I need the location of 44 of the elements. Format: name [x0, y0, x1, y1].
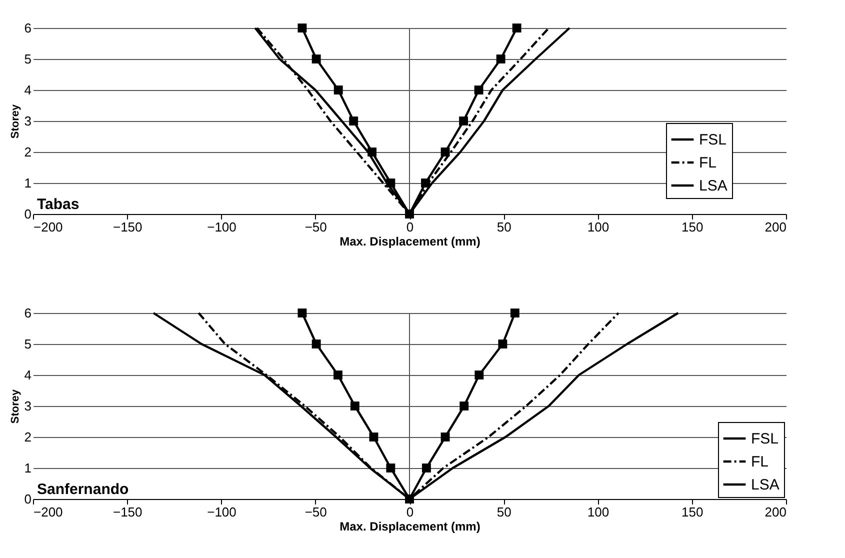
x-tick-label: 150 — [682, 504, 704, 520]
y-tick-label: 2 — [24, 144, 32, 160]
x-tick-label: 200 — [764, 220, 786, 234]
x-tick-label: 0 — [406, 504, 414, 520]
x-tick-label: 100 — [587, 220, 610, 234]
text: Tabas — [37, 196, 80, 213]
y-tick-label: 6 — [24, 20, 32, 36]
y-tick-label: 6 — [24, 306, 32, 320]
x-tick-label: −100 — [207, 504, 236, 520]
x-tick-label: 50 — [496, 220, 512, 234]
y-tick-label: 4 — [24, 368, 32, 382]
legend-label: LSA — [699, 178, 728, 194]
x-tick-label: −200 — [34, 504, 63, 520]
x-tick-label: −150 — [112, 504, 142, 520]
x-tick-label: 200 — [764, 504, 786, 520]
x-tick-label: 50 — [496, 504, 512, 520]
legend-label: FL — [751, 454, 769, 470]
y-tick-label: 0 — [24, 492, 32, 506]
y-axis-title: Storey — [9, 104, 22, 139]
y-tick-label: 3 — [24, 114, 32, 128]
x-tick-label: 150 — [682, 220, 704, 234]
y-tick-label: 1 — [24, 460, 32, 476]
x-tick-label: −200 — [34, 220, 63, 234]
y-axis-title: Storey — [9, 388, 22, 424]
legend-label: LSA — [751, 476, 780, 494]
x-tick-label: 0 — [406, 220, 414, 234]
legend-label: FSL — [751, 430, 779, 448]
x-axis-title: Max. Displacement (mm) — [340, 234, 480, 248]
legend-label: FL — [699, 154, 717, 172]
x-axis-title: Max. Displacement (mm) — [340, 520, 480, 534]
y-tick-label: 2 — [24, 430, 32, 444]
x-tick-label: −150 — [112, 220, 142, 234]
text: Sanfernando — [37, 481, 129, 498]
y-tick-label: 5 — [24, 336, 32, 352]
y-tick-label: 3 — [24, 398, 32, 414]
legend-label: FSL — [699, 132, 727, 148]
x-tick-label: −100 — [207, 220, 236, 234]
y-tick-label: 1 — [24, 176, 32, 190]
x-tick-label: 100 — [587, 504, 610, 520]
y-tick-label: 4 — [24, 82, 32, 98]
x-tick-label: −50 — [304, 504, 327, 520]
y-tick-label: 0 — [24, 206, 32, 222]
y-tick-label: 5 — [24, 52, 32, 66]
x-tick-label: −50 — [304, 220, 327, 234]
